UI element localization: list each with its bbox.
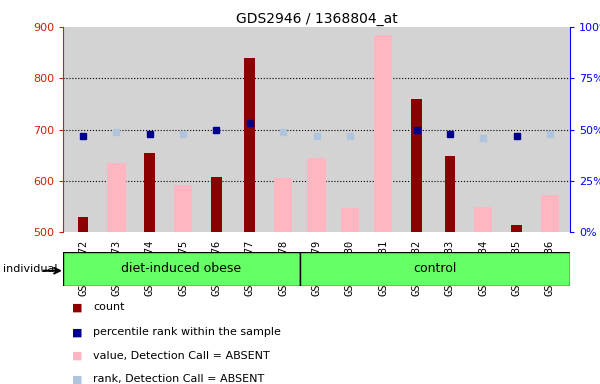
Bar: [445, 156, 455, 232]
Text: diet-induced obese: diet-induced obese: [121, 262, 241, 275]
Bar: [307, 158, 326, 232]
Bar: [211, 177, 222, 232]
Bar: [145, 153, 155, 232]
Bar: [341, 208, 359, 232]
Text: rank, Detection Call = ABSENT: rank, Detection Call = ABSENT: [93, 374, 264, 384]
Bar: [474, 207, 493, 232]
Text: ■: ■: [72, 351, 83, 361]
Text: percentile rank within the sample: percentile rank within the sample: [93, 327, 281, 337]
Bar: [63, 252, 299, 286]
Bar: [274, 179, 292, 232]
Text: ■: ■: [72, 302, 83, 312]
Text: individual: individual: [3, 264, 58, 274]
Bar: [107, 163, 125, 232]
Bar: [77, 217, 88, 232]
Bar: [299, 252, 570, 286]
Text: ■: ■: [72, 374, 83, 384]
Bar: [244, 58, 255, 232]
Title: GDS2946 / 1368804_at: GDS2946 / 1368804_at: [236, 12, 397, 26]
Bar: [411, 99, 422, 232]
Bar: [511, 225, 522, 232]
Text: count: count: [93, 302, 125, 312]
Text: control: control: [413, 262, 457, 275]
Text: value, Detection Call = ABSENT: value, Detection Call = ABSENT: [93, 351, 270, 361]
Bar: [174, 185, 192, 232]
Bar: [541, 195, 559, 232]
Text: ■: ■: [72, 327, 83, 337]
Bar: [374, 35, 392, 232]
